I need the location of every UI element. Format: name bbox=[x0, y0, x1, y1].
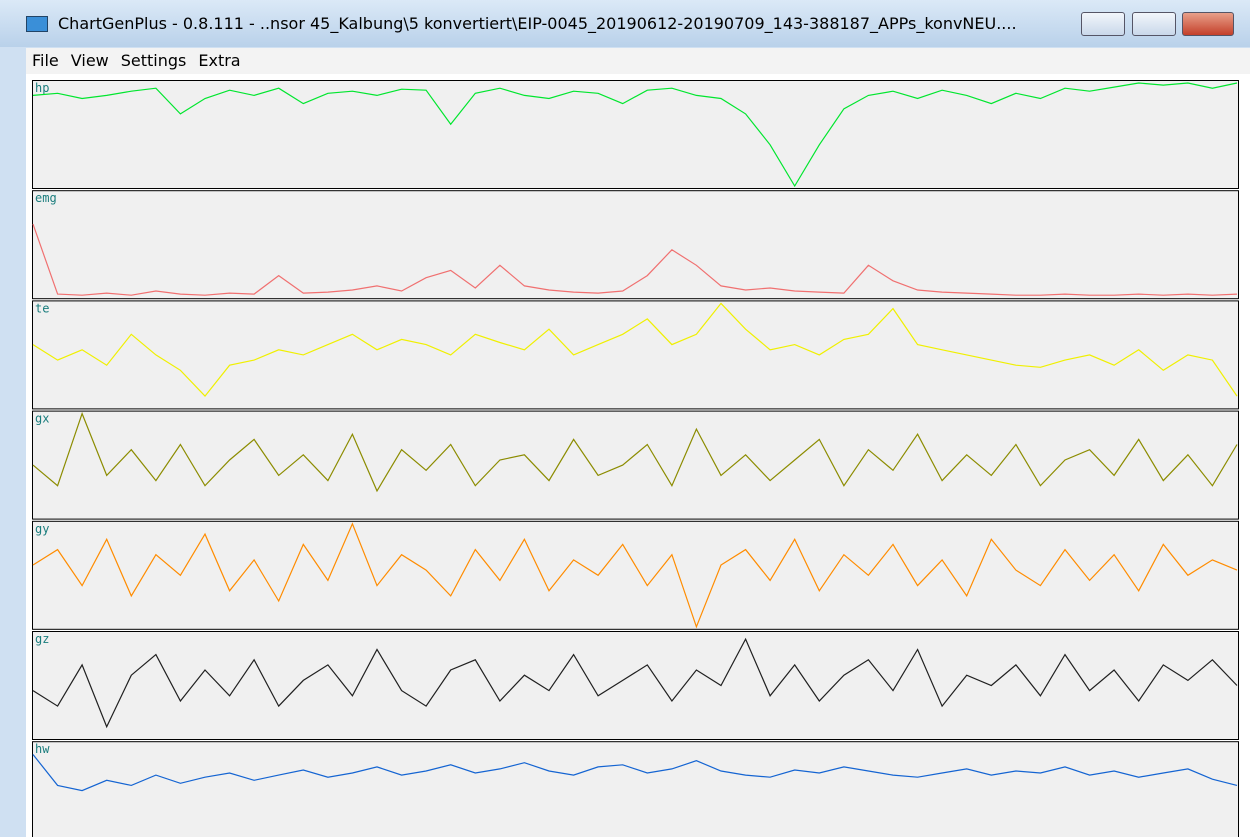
close-button[interactable] bbox=[1182, 12, 1234, 36]
menu-item[interactable]: File bbox=[32, 51, 59, 70]
panel-label: gz bbox=[35, 632, 49, 646]
menu-bar: File View Settings Extra bbox=[26, 48, 1250, 74]
panel bbox=[32, 741, 1239, 837]
app-icon bbox=[26, 16, 48, 32]
panel bbox=[32, 190, 1239, 300]
signal-line bbox=[32, 223, 1238, 296]
panel bbox=[32, 520, 1239, 630]
panel-label: hw bbox=[35, 742, 50, 756]
signal-line bbox=[32, 411, 1238, 493]
signal-line bbox=[32, 302, 1238, 398]
menu-item[interactable]: Settings bbox=[120, 51, 187, 70]
minimize-button[interactable] bbox=[1081, 12, 1125, 36]
panel-label: gy bbox=[35, 522, 49, 536]
signal-line bbox=[32, 522, 1238, 629]
signal-line bbox=[32, 754, 1238, 792]
title-bar: ChartGenPlus - 0.8.111 - ..nsor 45_Kalbu… bbox=[0, 0, 1250, 47]
panel bbox=[32, 300, 1239, 410]
panel-label: gx bbox=[35, 412, 49, 426]
panel bbox=[32, 80, 1239, 189]
maximize-button[interactable] bbox=[1132, 12, 1176, 36]
signal-line bbox=[32, 82, 1238, 188]
menu-item[interactable]: View bbox=[70, 51, 109, 70]
menu-item[interactable]: Extra bbox=[198, 51, 241, 70]
panel-label: te bbox=[35, 301, 49, 315]
signal-line bbox=[32, 637, 1238, 729]
panel bbox=[32, 631, 1239, 740]
panel bbox=[32, 410, 1239, 520]
panel-label: emg bbox=[35, 191, 57, 205]
panel-label: hp bbox=[35, 81, 49, 95]
panels: hp emg te gx gy gz hw bbox=[32, 80, 1239, 837]
window-title: ChartGenPlus - 0.8.111 - ..nsor 45_Kalbu… bbox=[58, 14, 1017, 33]
